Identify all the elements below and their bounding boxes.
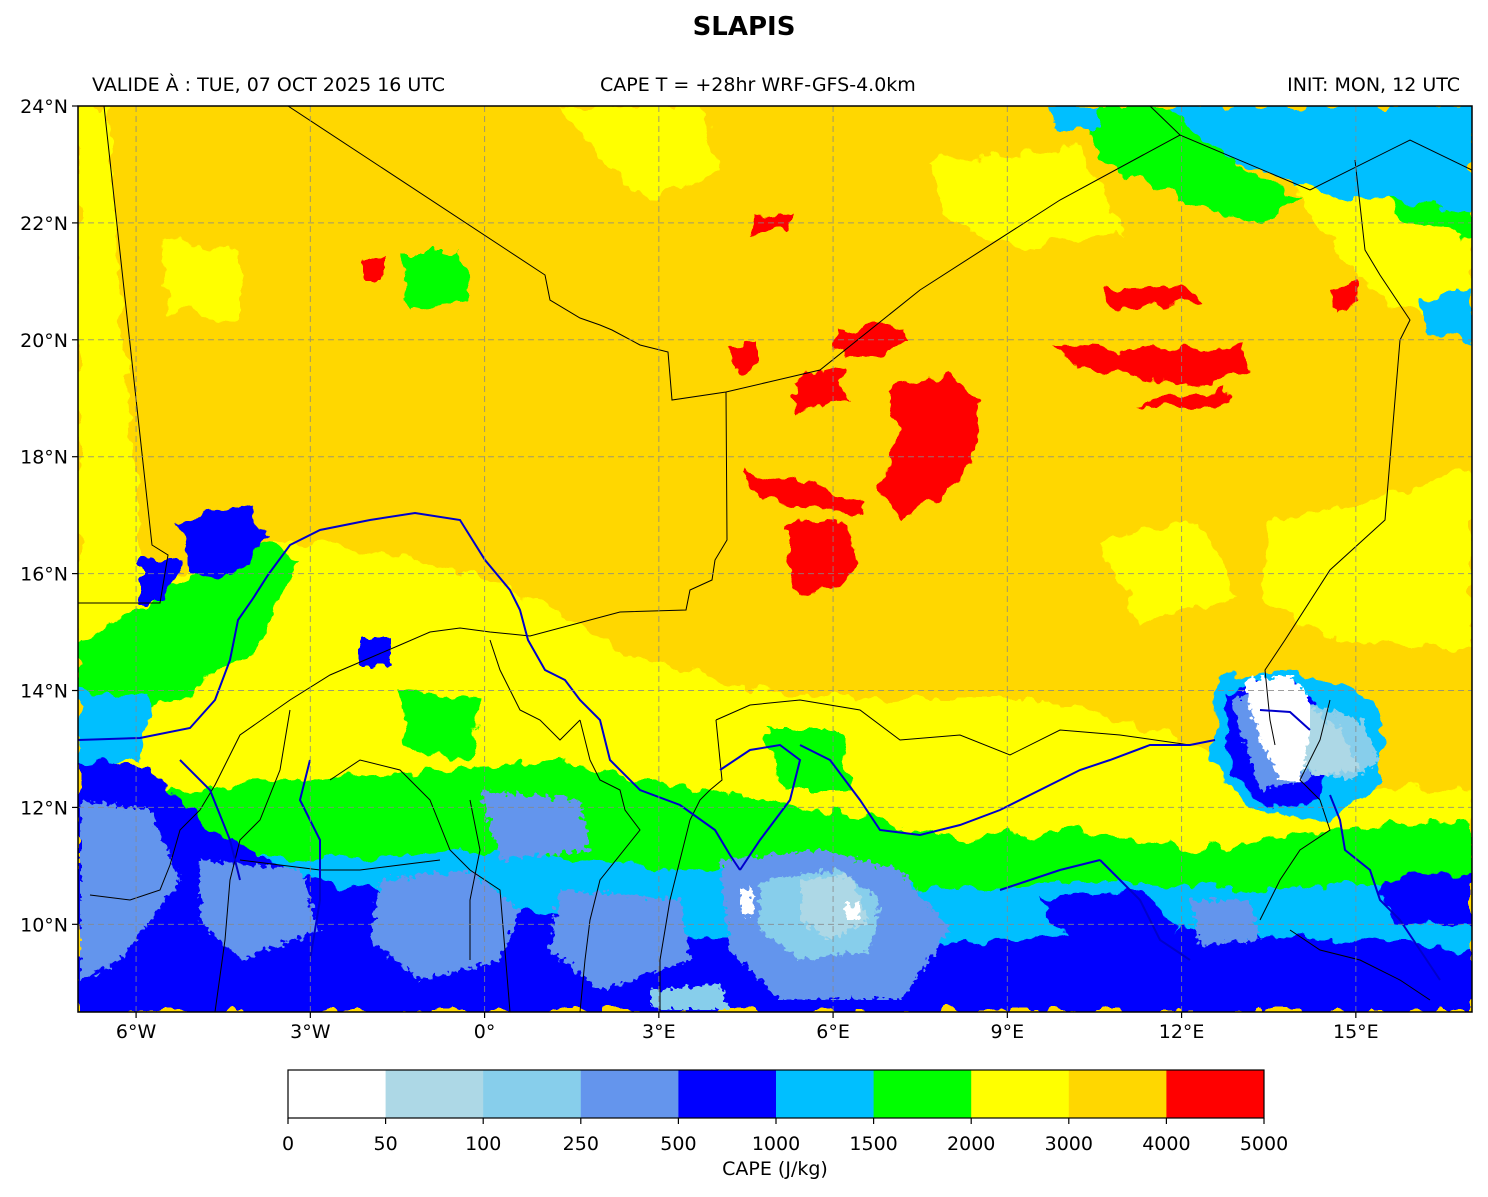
latitude-axis: 24°N 22°N 20°N 18°N 16°N 14°N 12°N 10°N xyxy=(20,96,78,936)
lon-tick-label: 3°W xyxy=(290,1021,331,1043)
colorbar-tick-label: 1500 xyxy=(849,1133,897,1155)
lat-tick-label: 10°N xyxy=(20,914,68,936)
colorbar-swatch xyxy=(776,1070,875,1118)
init-time-label: INIT: MON, 12 UTC xyxy=(1287,74,1460,96)
lat-tick-label: 24°N xyxy=(20,96,68,118)
lon-tick-label: 3°E xyxy=(642,1021,676,1043)
gridlines xyxy=(78,106,1472,1012)
colorbar-swatch xyxy=(580,1070,679,1118)
valid-time-label: VALIDE À : TUE, 07 OCT 2025 16 UTC xyxy=(92,74,446,96)
colorbar-swatch xyxy=(483,1070,582,1118)
colorbar-label: CAPE (J/kg) xyxy=(722,1158,828,1180)
lat-tick-label: 20°N xyxy=(20,330,68,352)
lat-tick-label: 18°N xyxy=(20,447,68,469)
cape-field xyxy=(78,106,1472,1012)
longitude-axis: 6°W 3°W 0° 3°E 6°E 9°E 12°E 15°E xyxy=(116,1012,1379,1043)
colorbar-tick-label: 2000 xyxy=(947,1133,995,1155)
lat-tick-label: 22°N xyxy=(20,213,68,235)
colorbar-tick-label: 500 xyxy=(660,1133,696,1155)
colorbar-swatch xyxy=(288,1070,387,1118)
lon-tick-label: 15°E xyxy=(1333,1021,1379,1043)
lat-tick-label: 16°N xyxy=(20,564,68,586)
colorbar-swatch xyxy=(971,1070,1070,1118)
colorbar-tick-label: 50 xyxy=(374,1133,398,1155)
colorbar-tick-label: 4000 xyxy=(1142,1133,1190,1155)
colorbar: 0 50 100 250 500 1000 1500 2000 3000 4000 5000 xyxy=(282,1069,1288,1155)
lon-tick-label: 9°E xyxy=(991,1021,1025,1043)
lat-tick-label: 14°N xyxy=(20,681,68,703)
colorbar-swatch xyxy=(385,1070,484,1118)
colorbar-tick-label: 1000 xyxy=(752,1133,800,1155)
lat-tick-label: 12°N xyxy=(20,797,68,819)
colorbar-swatch xyxy=(1166,1070,1265,1118)
colorbar-swatch xyxy=(873,1070,972,1118)
lon-tick-label: 0° xyxy=(474,1021,496,1043)
colorbar-tick-label: 250 xyxy=(563,1133,599,1155)
colorbar-swatch xyxy=(678,1070,777,1118)
map-frame xyxy=(77,105,1473,1013)
colorbar-swatch xyxy=(1068,1070,1167,1118)
forecast-model-label: CAPE T = +28hr WRF-GFS-4.0km xyxy=(600,74,916,96)
lon-tick-label: 6°E xyxy=(816,1021,850,1043)
lon-tick-label: 6°W xyxy=(116,1021,157,1043)
lon-tick-label: 12°E xyxy=(1159,1021,1205,1043)
colorbar-tick-label: 3000 xyxy=(1045,1133,1093,1155)
colorbar-tick-label: 5000 xyxy=(1240,1133,1288,1155)
colorbar-tick-label: 100 xyxy=(465,1133,501,1155)
colorbar-tick-label: 0 xyxy=(282,1133,294,1155)
map-title: SLAPIS xyxy=(692,12,796,42)
